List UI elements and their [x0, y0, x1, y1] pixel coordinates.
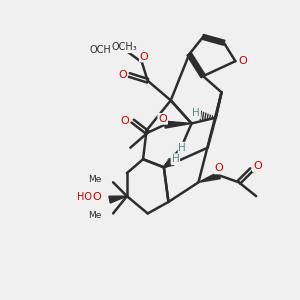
Text: O: O [238, 56, 247, 66]
Polygon shape [199, 172, 220, 182]
Text: O: O [158, 114, 167, 124]
Text: O: O [253, 161, 262, 171]
Text: O: O [140, 52, 148, 61]
Text: Me: Me [88, 211, 101, 220]
Polygon shape [109, 196, 127, 203]
Text: H: H [172, 154, 179, 164]
Polygon shape [165, 121, 191, 128]
Text: H: H [178, 143, 186, 153]
Text: Me: Me [88, 176, 101, 184]
Text: O: O [118, 70, 127, 80]
Text: O: O [120, 116, 129, 126]
Text: H: H [192, 108, 200, 118]
Text: OCH₃: OCH₃ [112, 42, 137, 52]
Text: O: O [93, 192, 101, 202]
Text: O: O [215, 164, 224, 173]
Text: OCH₃: OCH₃ [90, 45, 116, 55]
Text: HO: HO [77, 192, 92, 202]
